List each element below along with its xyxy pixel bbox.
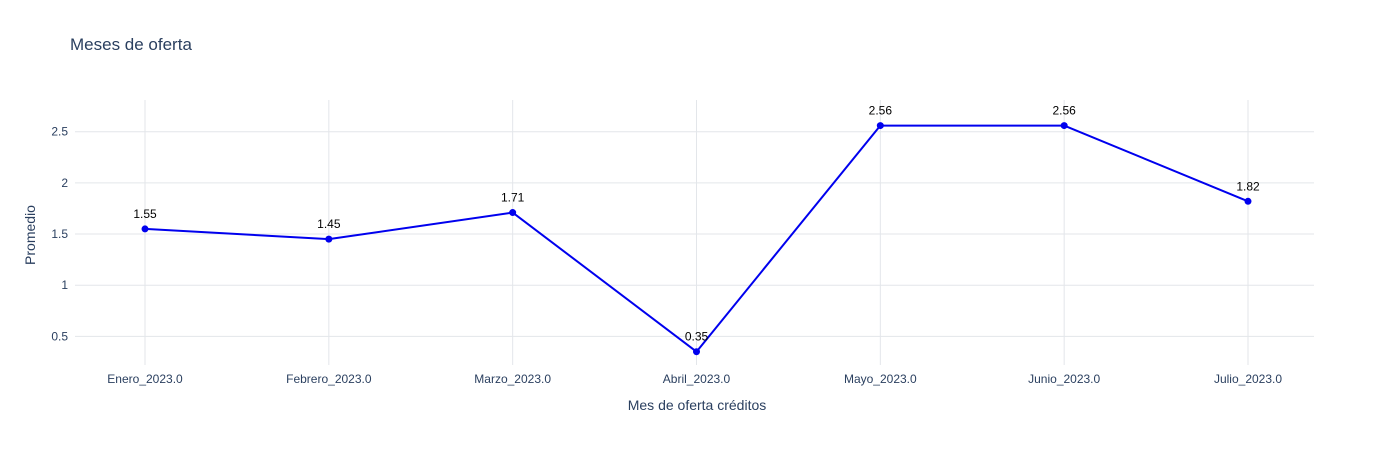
x-tick-label: Mayo_2023.0 [844,372,917,386]
x-tick-label: Enero_2023.0 [107,372,183,386]
chart-title: Meses de oferta [70,35,192,54]
x-axis-title: Mes de oferta créditos [628,397,767,413]
data-label: 1.55 [133,207,157,221]
data-label: 2.56 [1052,104,1076,118]
x-tick-label: Abril_2023.0 [663,372,731,386]
data-point[interactable] [1244,197,1252,205]
data-point[interactable] [693,348,700,356]
data-label: 1.45 [317,217,341,231]
y-tick-label: 2 [61,176,68,190]
data-label: 0.35 [685,330,709,344]
y-axis-title: Promedio [22,205,38,265]
data-point[interactable] [1060,122,1068,130]
y-tick-label: 1.5 [51,227,68,241]
x-tick-label: Marzo_2023.0 [474,372,551,386]
data-label: 2.56 [869,104,893,118]
y-tick-label: 2.5 [51,125,68,139]
y-tick-label: 1 [61,278,68,292]
data-point[interactable] [509,209,517,217]
data-point[interactable] [325,235,333,243]
data-point[interactable] [876,122,884,130]
tick-layer: Enero_2023.0 Febrero_2023.0 Marzo_2023.0 Ab… [51,125,1282,386]
x-tick-label: Junio_2023.0 [1028,372,1100,386]
data-label: 1.82 [1236,179,1260,193]
y-tick-label: 0.5 [51,329,68,343]
point-layer [141,122,1252,356]
label-layer: 1.55 1.45 1.71 0.35 2.56 2.56 1.82 [133,104,1260,344]
data-point[interactable] [141,225,149,233]
x-tick-label: Julio_2023.0 [1214,372,1282,386]
data-label: 1.71 [501,191,525,205]
grid-layer [75,100,1314,365]
x-tick-label: Febrero_2023.0 [286,372,372,386]
